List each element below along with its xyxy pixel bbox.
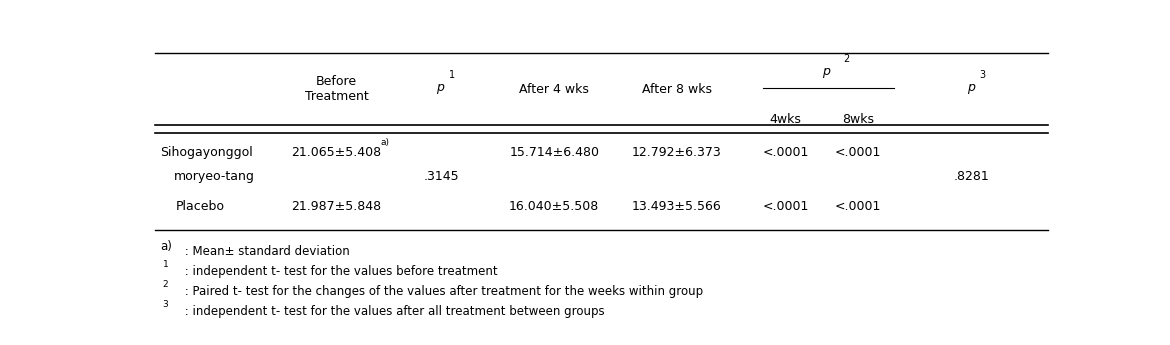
Text: Placebo: Placebo: [177, 200, 225, 213]
Text: Sihogayonggol: Sihogayonggol: [160, 147, 253, 159]
Text: After 4 wks: After 4 wks: [519, 83, 590, 96]
Text: 1: 1: [163, 260, 168, 269]
Text: 21.987±5.848: 21.987±5.848: [291, 200, 381, 213]
Text: 4wks: 4wks: [770, 113, 801, 126]
Text: <.0001: <.0001: [763, 147, 808, 159]
Text: <.0001: <.0001: [835, 147, 881, 159]
Text: 3: 3: [979, 70, 985, 80]
Text: : independent t- test for the values after all treatment between groups: : independent t- test for the values aft…: [180, 305, 605, 317]
Text: $\it{p}$: $\it{p}$: [436, 82, 446, 96]
Text: a): a): [380, 138, 390, 147]
Text: $\it{p}$: $\it{p}$: [966, 82, 976, 96]
Text: 13.493±5.566: 13.493±5.566: [632, 200, 722, 213]
Text: <.0001: <.0001: [763, 200, 808, 213]
Text: 2: 2: [844, 54, 849, 64]
Text: 21.065±5.408: 21.065±5.408: [291, 147, 381, 159]
Text: 8wks: 8wks: [842, 113, 874, 126]
Text: a): a): [160, 240, 172, 253]
Text: 12.792±6.373: 12.792±6.373: [632, 147, 722, 159]
Text: .3145: .3145: [424, 170, 459, 184]
Text: $\it{p}$: $\it{p}$: [821, 66, 831, 80]
Text: 2: 2: [163, 280, 168, 289]
Text: moryeo-tang: moryeo-tang: [173, 170, 254, 184]
Text: .8281: .8281: [954, 170, 990, 184]
Text: 3: 3: [163, 300, 168, 309]
Text: Before
Treatment: Before Treatment: [305, 75, 369, 103]
Text: After 8 wks: After 8 wks: [641, 83, 711, 96]
Text: 1: 1: [449, 70, 455, 80]
Text: <.0001: <.0001: [835, 200, 881, 213]
Text: : independent t- test for the values before treatment: : independent t- test for the values bef…: [180, 265, 497, 278]
Text: 15.714±6.480: 15.714±6.480: [509, 147, 599, 159]
Text: : Paired t- test for the changes of the values after treatment for the weeks wit: : Paired t- test for the changes of the …: [180, 285, 703, 298]
Text: : Mean± standard deviation: : Mean± standard deviation: [180, 245, 350, 258]
Text: 16.040±5.508: 16.040±5.508: [509, 200, 599, 213]
